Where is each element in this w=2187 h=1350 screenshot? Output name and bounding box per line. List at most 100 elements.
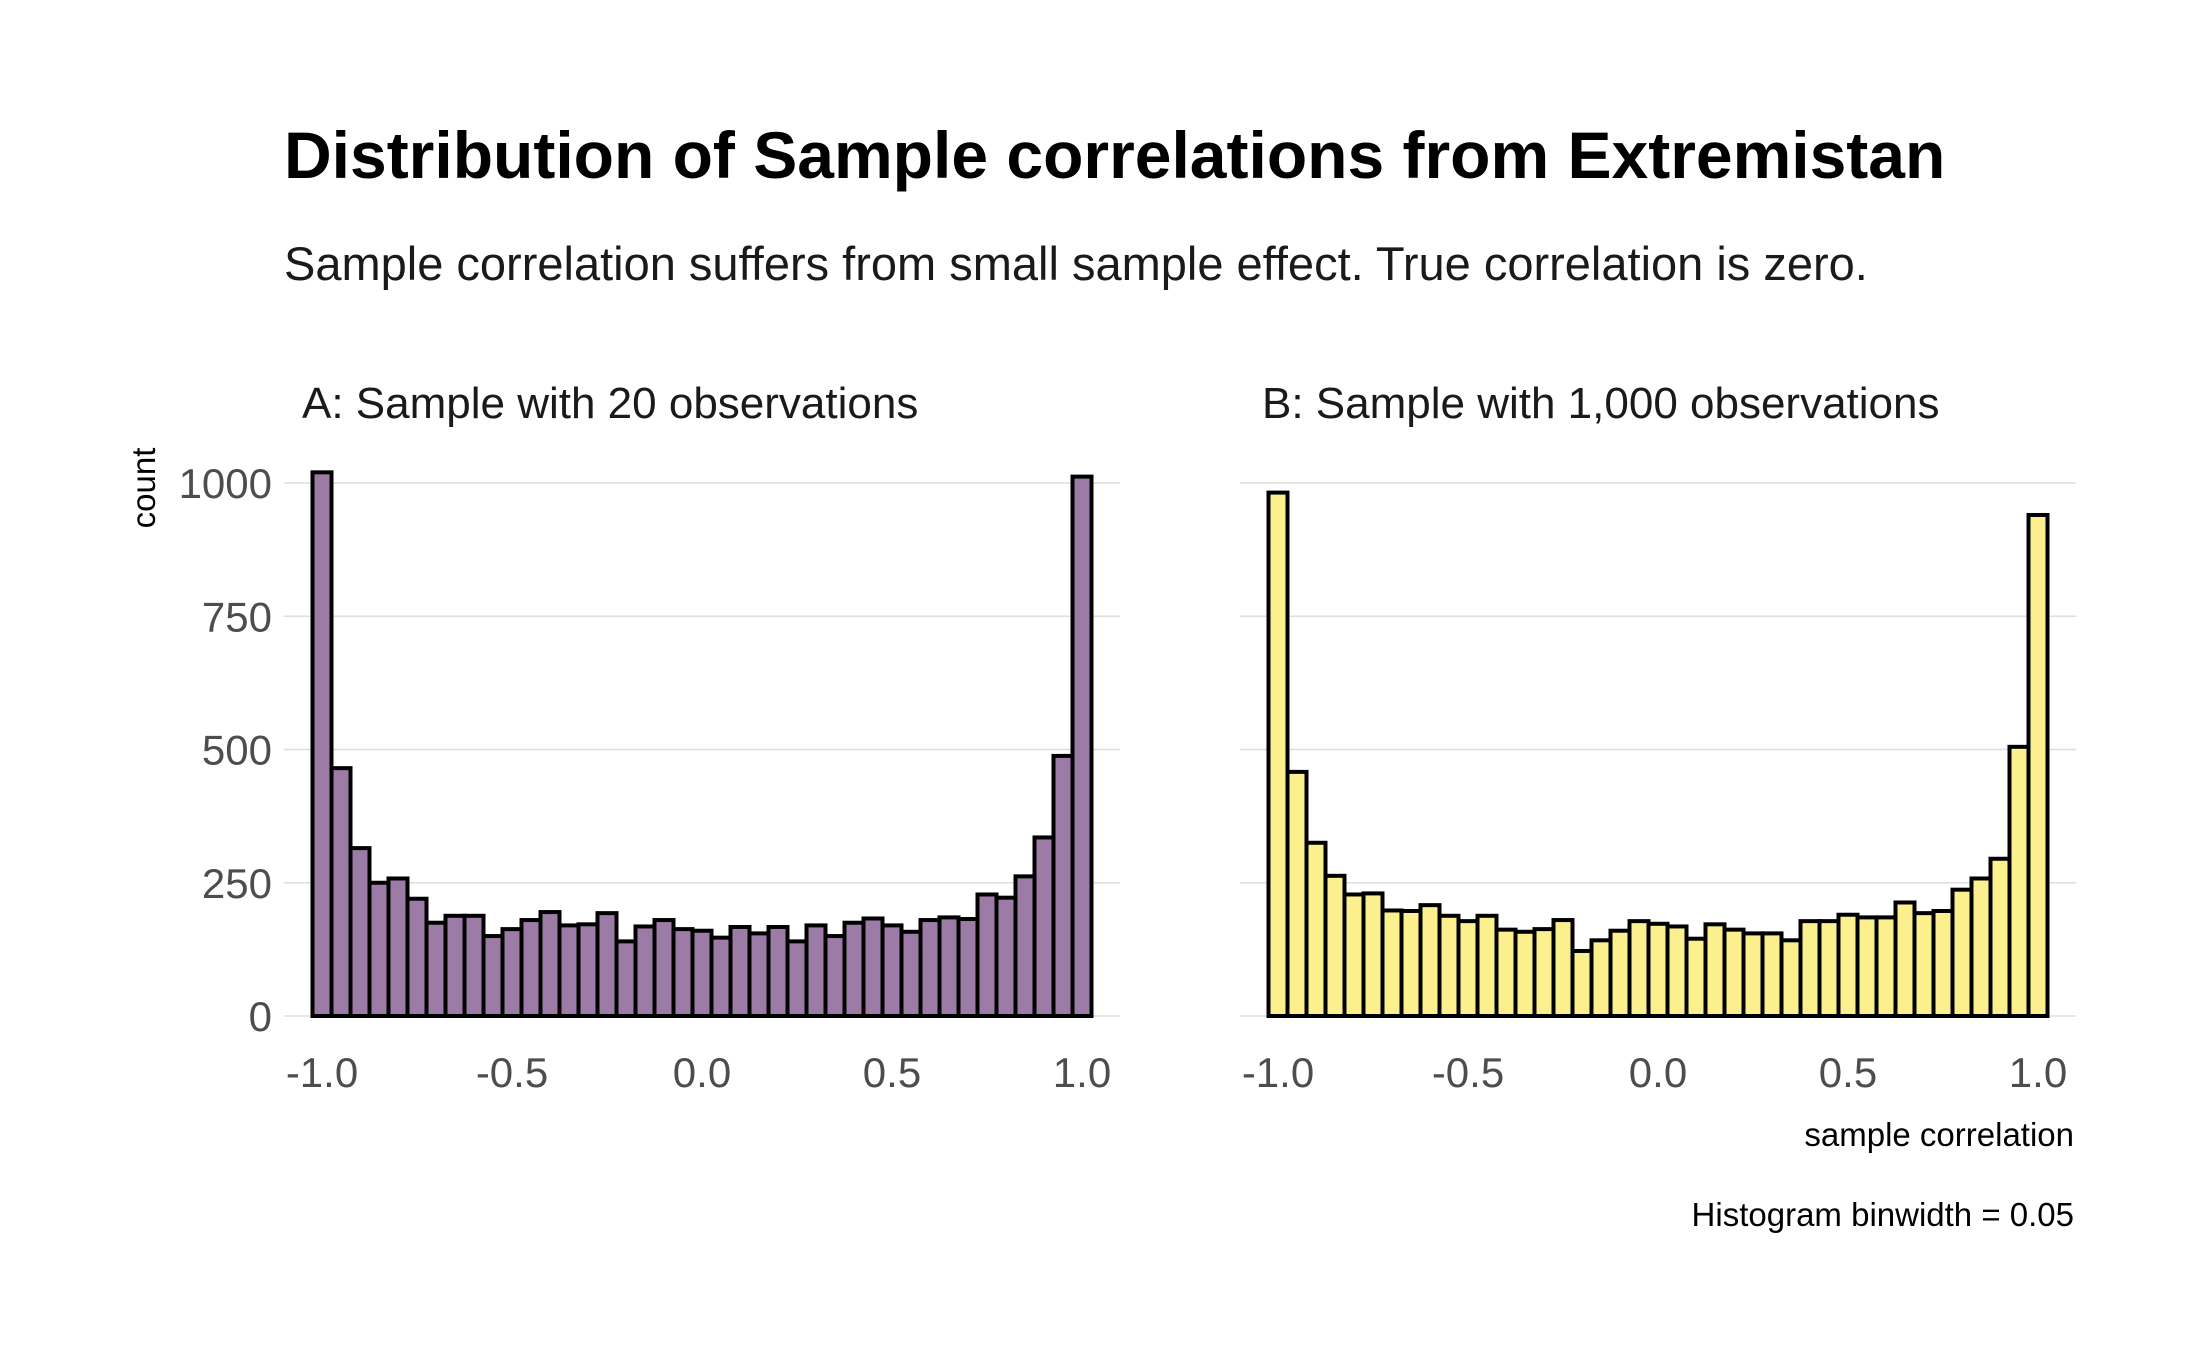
histogram-bar [1342, 892, 1366, 1019]
histogram-bar [1950, 887, 1974, 1019]
histogram-bar [1551, 918, 1575, 1018]
histogram-bar [652, 918, 676, 1018]
histogram-bar [633, 924, 657, 1018]
x-tick-label: -0.5 [476, 1049, 548, 1096]
panel-b-title: B: Sample with 1,000 observations [1262, 379, 1940, 428]
histogram-bar [1969, 876, 1993, 1019]
x-tick-label: 1.0 [2009, 1049, 2067, 1096]
histogram-bar [766, 924, 790, 1019]
histogram-bar [1032, 835, 1056, 1018]
histogram-bar [1285, 769, 1309, 1018]
histogram-bar [1380, 908, 1404, 1018]
panel-a-bars [310, 470, 1094, 1019]
histogram-bar [1836, 912, 1860, 1018]
histogram-bar [1684, 936, 1708, 1019]
histogram-bar [557, 923, 581, 1019]
histogram-bar [1608, 928, 1632, 1018]
y-tick-label: 500 [202, 727, 272, 774]
histogram-bar [310, 470, 334, 1018]
histogram-bar [2026, 512, 2050, 1018]
y-tick-label: 750 [202, 593, 272, 640]
x-tick-label: -0.5 [1432, 1049, 1504, 1096]
histogram-bar [1323, 873, 1347, 1018]
x-tick-label: 0.0 [1629, 1049, 1687, 1096]
histogram-bar [1361, 891, 1385, 1018]
histogram-bar [1874, 915, 1898, 1019]
histogram-bar [1912, 911, 1936, 1018]
panel-b: B: Sample with 1,000 observations -1.0 -0… [1240, 379, 2076, 1096]
histogram-bar [1779, 938, 1803, 1019]
histogram-bar [1855, 915, 1879, 1019]
x-tick-label: 1.0 [1053, 1049, 1111, 1096]
histogram-bar [519, 918, 543, 1018]
y-tick-label: 0 [249, 993, 272, 1040]
x-axis-label: sample correlation [1804, 1116, 2074, 1153]
histogram-bar [329, 766, 353, 1019]
histogram-bar [348, 846, 372, 1018]
histogram-bar [576, 922, 600, 1018]
histogram-bar [1570, 948, 1594, 1018]
histogram-bar [443, 913, 467, 1019]
histogram-bar [1437, 913, 1461, 1019]
histogram-bar [1475, 913, 1499, 1019]
histogram-bar [462, 913, 486, 1019]
histogram-bar [899, 929, 923, 1019]
histogram-bar [1051, 753, 1075, 1018]
histogram-bar [937, 915, 961, 1019]
histogram-bar [1931, 908, 1955, 1019]
histogram-bar [1741, 931, 1765, 1019]
histogram-bar [1070, 474, 1094, 1018]
histogram-bar [1627, 919, 1651, 1018]
chart-subtitle: Sample correlation suffers from small sa… [284, 237, 1868, 290]
y-tick-label: 1000 [179, 460, 272, 507]
y-axis-label: count [125, 448, 162, 529]
histogram-bar [1494, 927, 1518, 1018]
histogram-bar [918, 918, 942, 1018]
histogram-bar [842, 920, 866, 1018]
histogram-bar [367, 880, 391, 1018]
histogram-bar [709, 935, 733, 1018]
histogram-bar [804, 923, 828, 1019]
histogram-bar [405, 896, 429, 1018]
histogram-bar [1456, 919, 1480, 1018]
histogram-bar [1418, 903, 1442, 1018]
panel-b-bars [1266, 490, 2050, 1019]
histogram-bar [747, 931, 771, 1019]
histogram-bar [1399, 908, 1423, 1019]
histogram-bar [1532, 927, 1556, 1018]
histogram-bar [386, 876, 410, 1019]
histogram-bar [880, 923, 904, 1019]
panel-b-xtick-labels: -1.0 -0.5 0.0 0.5 1.0 [1242, 1049, 2067, 1096]
histogram-bar [1513, 929, 1537, 1019]
x-tick-label: 0.5 [863, 1049, 921, 1096]
x-tick-label: 0.5 [1819, 1049, 1877, 1096]
histogram-bar [1665, 924, 1689, 1018]
histogram-bar [481, 934, 505, 1018]
histogram-bar [538, 910, 562, 1018]
histogram-bar [1013, 874, 1037, 1018]
histogram-bar [785, 939, 809, 1019]
histogram-bar [671, 927, 695, 1018]
histogram-bar [1703, 922, 1727, 1018]
histogram-bar [1893, 900, 1917, 1019]
y-tick-label: 250 [202, 860, 272, 907]
x-tick-label: -1.0 [1242, 1049, 1314, 1096]
histogram-bar [1798, 919, 1822, 1018]
panel-a-title: A: Sample with 20 observations [302, 379, 918, 428]
histogram-bar [823, 934, 847, 1018]
histogram-bar [1646, 921, 1670, 1019]
histogram-bar [1988, 856, 2012, 1019]
histogram-bar [994, 895, 1018, 1019]
panel-a-xtick-labels: -1.0 -0.5 0.0 0.5 1.0 [286, 1049, 1111, 1096]
histogram-bar [424, 920, 448, 1018]
x-tick-label: -1.0 [286, 1049, 358, 1096]
histogram-bar [500, 927, 524, 1018]
histogram-bar [1817, 919, 1841, 1018]
panel-a-ytick-labels: 0 250 500 750 1000 [179, 460, 272, 1040]
histogram-bar [975, 892, 999, 1019]
chart-title: Distribution of Sample correlations from… [284, 118, 1945, 192]
histogram-bar [1304, 840, 1328, 1019]
x-tick-label: 0.0 [673, 1049, 731, 1096]
histogram-bar [1760, 931, 1784, 1019]
